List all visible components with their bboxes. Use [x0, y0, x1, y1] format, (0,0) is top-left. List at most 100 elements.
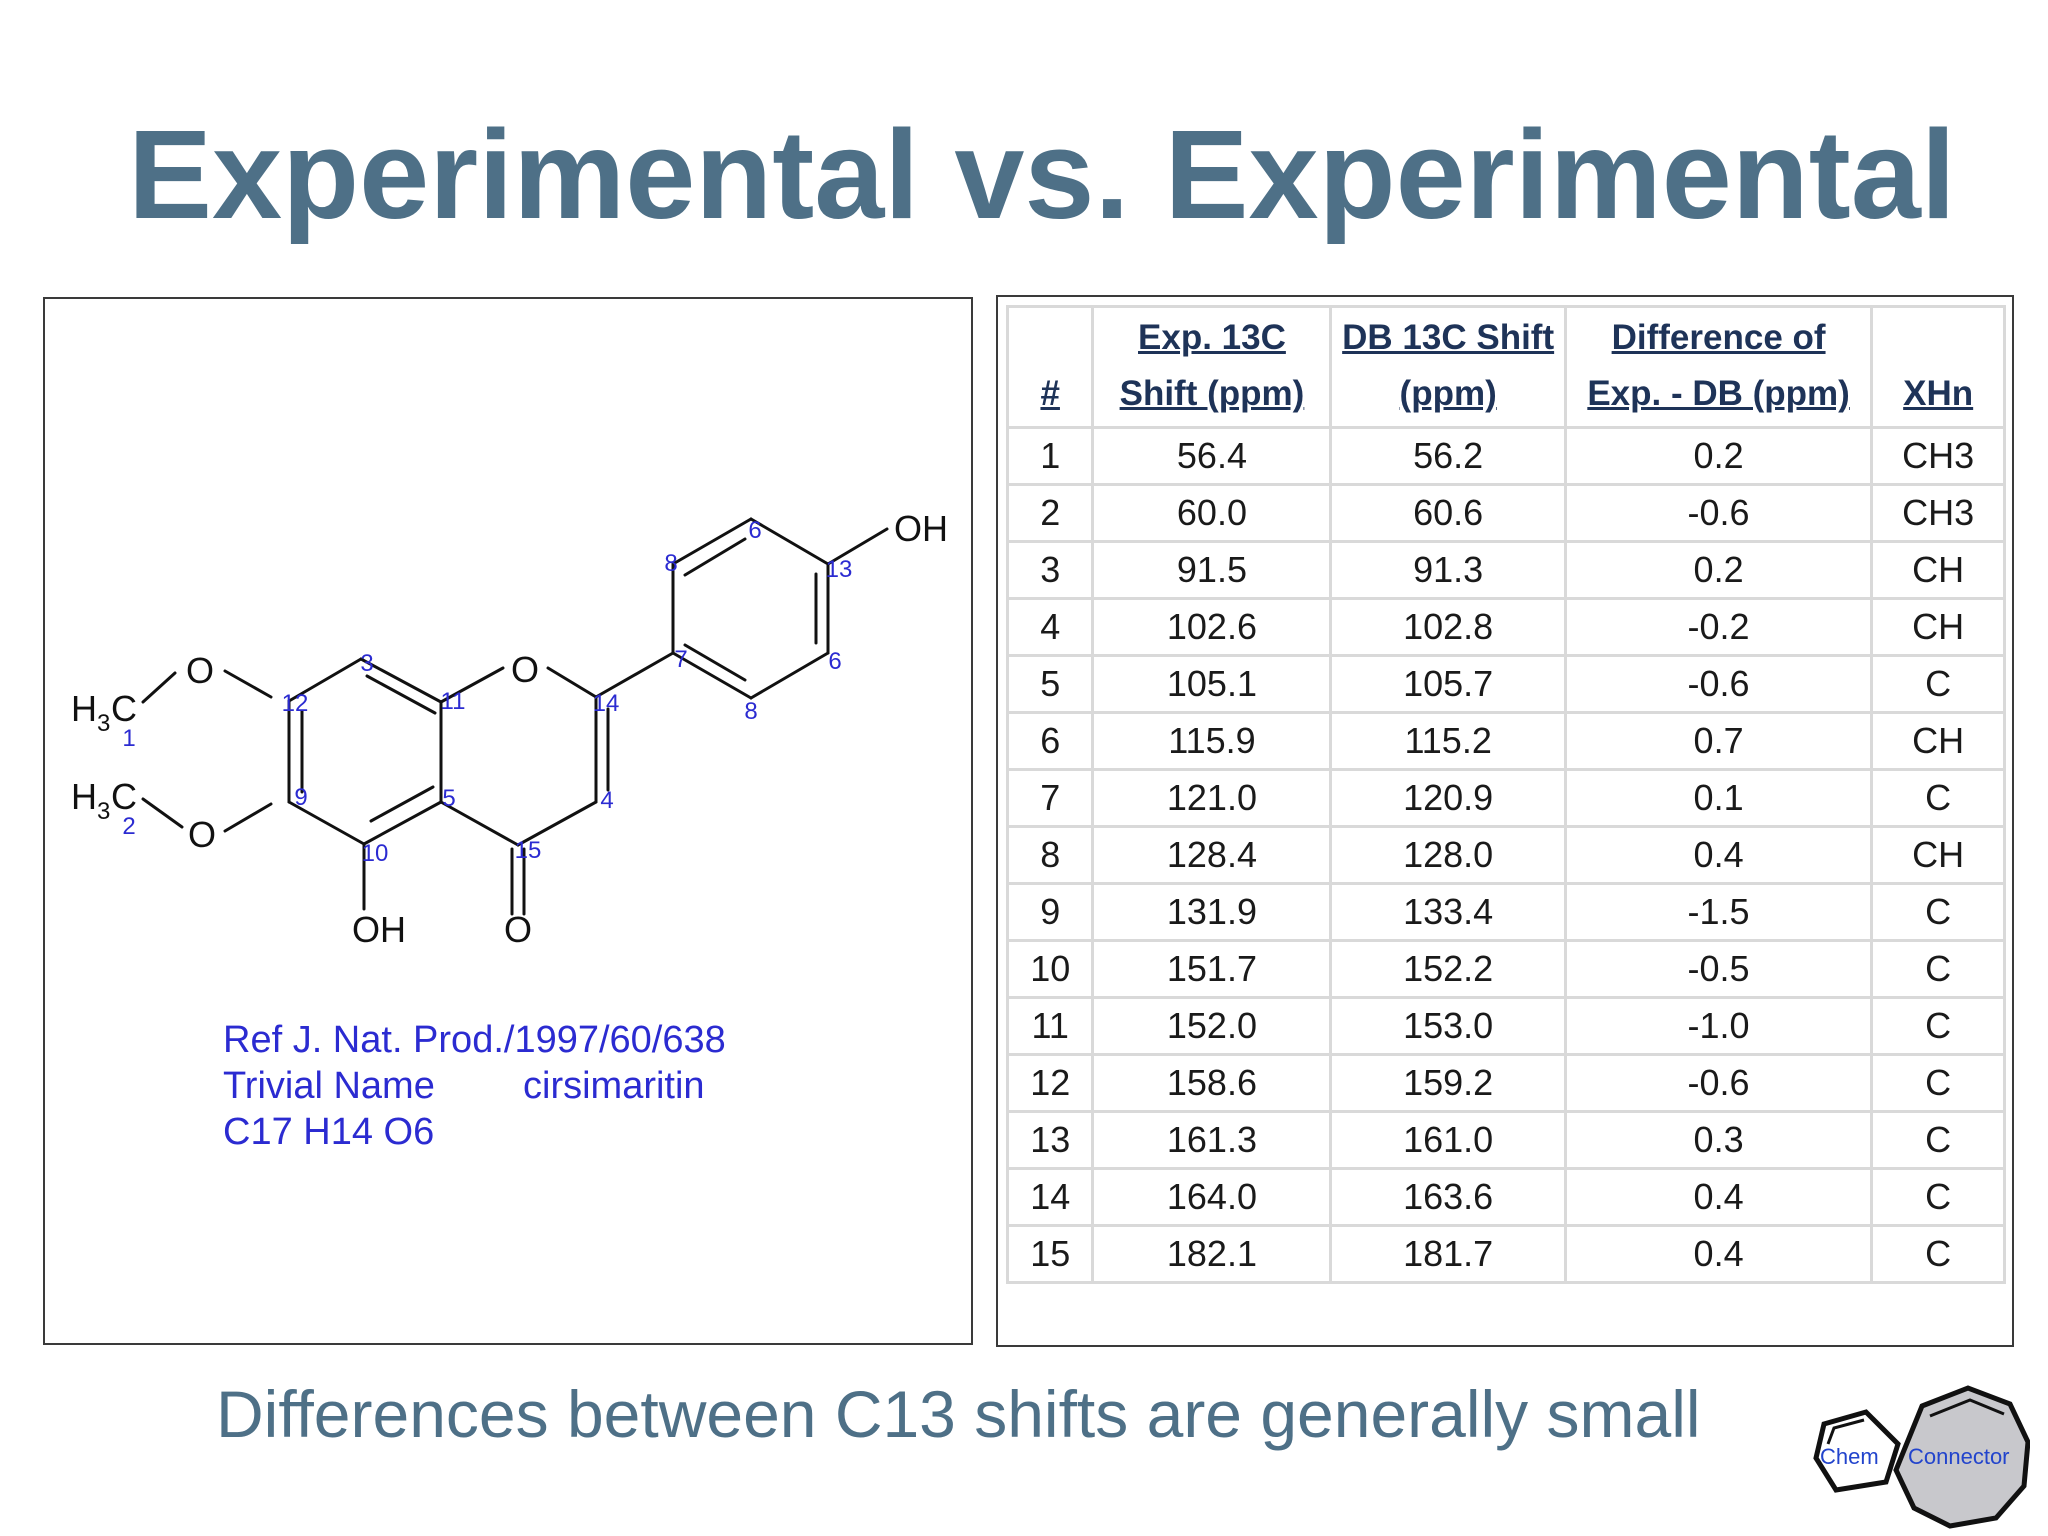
- trivial-name-label: Trivial Name: [223, 1065, 435, 1107]
- reference-block: Ref J. Nat. Prod./1997/60/638 Trivial Na…: [223, 1017, 726, 1155]
- reference-citation: Ref J. Nat. Prod./1997/60/638: [223, 1019, 726, 1061]
- table-row: 2 60.0 60.6 -0.6 CH3: [1005, 483, 2006, 543]
- cell-db: 120.9: [1329, 768, 1567, 828]
- cell-exp: 60.0: [1091, 483, 1333, 543]
- carbon-number-15: 15: [515, 837, 542, 864]
- cell-diff: 0.7: [1563, 711, 1874, 771]
- cell-diff: 0.2: [1563, 426, 1874, 486]
- table-row: 10 151.7 152.2 -0.5 C: [1005, 939, 2006, 999]
- cell-num: 9: [1005, 882, 1095, 942]
- header-exp-shift: Exp. 13C Shift (ppm): [1091, 305, 1333, 429]
- cell-db: 102.8: [1329, 597, 1567, 657]
- cell-exp: 131.9: [1091, 882, 1333, 942]
- cell-num: 1: [1005, 426, 1095, 486]
- table-row: 6 115.9 115.2 0.7 CH: [1005, 711, 2006, 771]
- table-header-row: # Exp. 13C Shift (ppm) DB 13C Shift (ppm) …: [1005, 305, 2006, 429]
- cell-db: 163.6: [1329, 1167, 1567, 1227]
- cell-xhn: CH: [1870, 540, 2006, 600]
- cell-diff: -1.5: [1563, 882, 1874, 942]
- slide-title: Experimental vs. Experimental: [128, 104, 1956, 245]
- cell-diff: 0.2: [1563, 540, 1874, 600]
- shift-comparison-table: # Exp. 13C Shift (ppm) DB 13C Shift (ppm) …: [1005, 305, 2006, 1284]
- cell-exp: 121.0: [1091, 768, 1333, 828]
- table-row: 3 91.5 91.3 0.2 CH: [1005, 540, 2006, 600]
- table-row: 1 56.4 56.2 0.2 CH3: [1005, 426, 2006, 486]
- atom-o-ring: O: [511, 649, 539, 690]
- cell-diff: 0.3: [1563, 1110, 1874, 1170]
- footer-caption: Differences between C13 shifts are gener…: [216, 1377, 1701, 1451]
- cell-exp: 91.5: [1091, 540, 1333, 600]
- carbon-number-5: 5: [442, 785, 455, 812]
- cell-diff: -0.6: [1563, 654, 1874, 714]
- atom-o-methoxy-1: O: [186, 650, 214, 691]
- cell-num: 6: [1005, 711, 1095, 771]
- cell-diff: -0.6: [1563, 1053, 1874, 1113]
- cell-exp: 158.6: [1091, 1053, 1333, 1113]
- atom-h3c-2-h: H: [71, 776, 97, 817]
- header-difference: Difference of Exp. - DB (ppm): [1563, 305, 1874, 429]
- atom-h3c-1-h: H: [71, 688, 97, 729]
- cell-xhn: C: [1870, 939, 2006, 999]
- cell-db: 56.2: [1329, 426, 1567, 486]
- cell-diff: -0.5: [1563, 939, 1874, 999]
- shift-table-panel: # Exp. 13C Shift (ppm) DB 13C Shift (ppm) …: [996, 295, 2014, 1347]
- logo-word-chem: Chem: [1820, 1444, 1879, 1469]
- cell-num: 15: [1005, 1224, 1095, 1284]
- structure-panel: O O O O OH OH H 3 C H 3 C 1 2 3 4 5 6 6 …: [43, 297, 973, 1345]
- molecule-structure: O O O O OH OH H 3 C H 3 C 1 2 3 4 5 6 6 …: [71, 508, 948, 950]
- cell-exp: 161.3: [1091, 1110, 1333, 1170]
- cell-exp: 115.9: [1091, 711, 1333, 771]
- cell-xhn: CH: [1870, 825, 2006, 885]
- carbon-number-6a: 6: [748, 517, 761, 544]
- cell-num: 14: [1005, 1167, 1095, 1227]
- cell-db: 159.2: [1329, 1053, 1567, 1113]
- cell-diff: 0.4: [1563, 1224, 1874, 1284]
- cell-exp: 56.4: [1091, 426, 1333, 486]
- cell-db: 115.2: [1329, 711, 1567, 771]
- cell-db: 128.0: [1329, 825, 1567, 885]
- cell-xhn: C: [1870, 996, 2006, 1056]
- cell-db: 60.6: [1329, 483, 1567, 543]
- cell-exp: 151.7: [1091, 939, 1333, 999]
- table-row: 12 158.6 159.2 -0.6 C: [1005, 1053, 2006, 1113]
- carbon-number-2: 2: [122, 813, 135, 840]
- cell-db: 133.4: [1329, 882, 1567, 942]
- atom-o-methoxy-2: O: [188, 814, 216, 855]
- table-row: 7 121.0 120.9 0.1 C: [1005, 768, 2006, 828]
- cell-db: 105.7: [1329, 654, 1567, 714]
- header-number: #: [1005, 305, 1095, 429]
- table-row: 13 161.3 161.0 0.3 C: [1005, 1110, 2006, 1170]
- carbon-number-11: 11: [441, 688, 466, 715]
- cell-exp: 105.1: [1091, 654, 1333, 714]
- carbon-number-13: 13: [826, 556, 853, 583]
- table-row: 14 164.0 163.6 0.4 C: [1005, 1167, 2006, 1227]
- chemconnector-logo: Chem Connector: [1813, 1385, 2030, 1529]
- cell-db: 181.7: [1329, 1224, 1567, 1284]
- cell-xhn: CH3: [1870, 483, 2006, 543]
- carbon-number-6b: 6: [828, 648, 841, 675]
- trivial-name-line: Trivial Name cirsimaritin: [223, 1063, 726, 1109]
- cell-num: 13: [1005, 1110, 1095, 1170]
- atom-oh-10: OH: [352, 909, 406, 950]
- atom-h3c-1-c: C: [111, 688, 137, 729]
- carbon-number-8b: 8: [744, 698, 757, 725]
- cell-db: 91.3: [1329, 540, 1567, 600]
- carbon-number-1: 1: [122, 725, 135, 752]
- molecular-formula: C17 H14 O6: [223, 1111, 435, 1153]
- cell-xhn: C: [1870, 1224, 2006, 1284]
- carbon-number-8a: 8: [664, 550, 677, 577]
- cell-xhn: C: [1870, 882, 2006, 942]
- table-row: 9 131.9 133.4 -1.5 C: [1005, 882, 2006, 942]
- cell-xhn: CH: [1870, 597, 2006, 657]
- cell-db: 161.0: [1329, 1110, 1567, 1170]
- cell-num: 12: [1005, 1053, 1095, 1113]
- cell-num: 10: [1005, 939, 1095, 999]
- table-body: 1 56.4 56.2 0.2 CH3 2 60.0 60.6 -0.6 CH3 3 91.5 91.3…: [1005, 426, 2006, 1284]
- cell-num: 5: [1005, 654, 1095, 714]
- cell-num: 2: [1005, 483, 1095, 543]
- cell-num: 8: [1005, 825, 1095, 885]
- carbon-number-4: 4: [600, 787, 613, 814]
- cell-exp: 102.6: [1091, 597, 1333, 657]
- header-db-shift: DB 13C Shift (ppm): [1329, 305, 1567, 429]
- carbon-number-9: 9: [294, 784, 307, 811]
